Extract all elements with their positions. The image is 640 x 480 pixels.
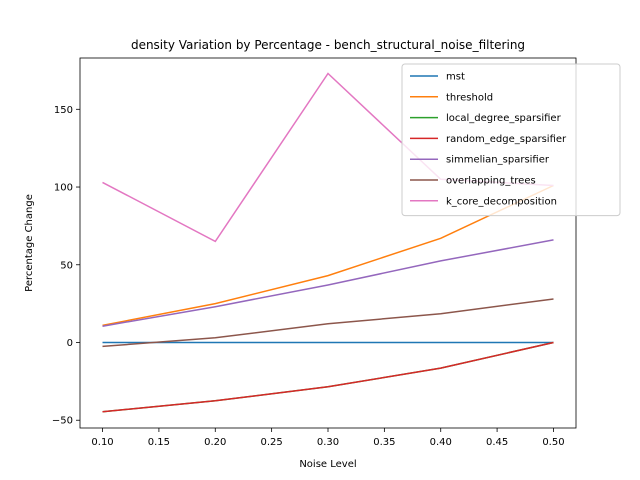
y-tick-label: −50 bbox=[52, 416, 73, 427]
series-line-threshold bbox=[102, 184, 554, 327]
y-axis: −50 0 50 100 150 bbox=[52, 105, 80, 427]
x-tick-label: 0.45 bbox=[486, 437, 508, 448]
x-tick-label: 0.50 bbox=[542, 437, 564, 448]
legend-entry-local-degree-sparsifier: local_degree_sparsifier bbox=[446, 113, 562, 124]
series-line-overlapping-trees bbox=[102, 298, 554, 348]
legend-entry-mst: mst bbox=[446, 72, 465, 83]
x-tick-label: 0.10 bbox=[91, 437, 113, 448]
chart-title: density Variation by Percentage - bench_… bbox=[131, 38, 525, 52]
x-axis: 0.10 0.15 0.20 0.25 0.30 0.35 0.40 0.45 0.50 bbox=[91, 428, 565, 448]
legend-entry-threshold: threshold bbox=[446, 92, 493, 103]
y-tick-label: 50 bbox=[60, 260, 73, 271]
y-tick-label: 150 bbox=[54, 105, 73, 116]
x-tick-label: 0.40 bbox=[430, 437, 452, 448]
y-tick-label: 0 bbox=[67, 338, 73, 349]
legend-entry-overlapping-trees: overlapping_trees bbox=[446, 176, 536, 187]
legend-entry-simmelian-sparsifier: simmelian_sparsifier bbox=[446, 155, 550, 166]
legend-box bbox=[401, 63, 621, 217]
x-tick-label: 0.15 bbox=[148, 437, 170, 448]
legend-entry-random-edge-sparsifier: random_edge_sparsifier bbox=[446, 134, 567, 145]
series-line-random-edge-sparsifier bbox=[102, 341, 554, 413]
x-tick-label: 0.30 bbox=[317, 437, 339, 448]
x-tick-label: 0.25 bbox=[261, 437, 283, 448]
y-tick-label: 100 bbox=[54, 183, 73, 194]
x-axis-label: Noise Level bbox=[299, 459, 356, 470]
series-line-simmelian-sparsifier bbox=[102, 239, 554, 327]
legend: mst threshold local_degree_sparsifierrando… bbox=[401, 63, 621, 217]
y-axis-label: Percentage Change bbox=[24, 194, 35, 292]
legend-entry-k-core-decomposition: k_core_decomposition bbox=[446, 196, 557, 207]
x-tick-label: 0.20 bbox=[204, 437, 226, 448]
x-tick-label: 0.35 bbox=[373, 437, 395, 448]
